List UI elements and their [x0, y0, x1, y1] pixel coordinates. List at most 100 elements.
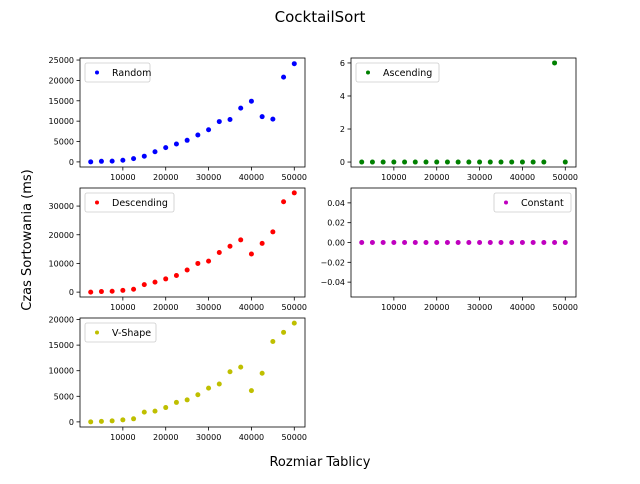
data-point	[434, 159, 440, 165]
data-point	[359, 240, 365, 245]
data-point	[184, 397, 190, 403]
data-point	[120, 287, 126, 293]
data-point	[109, 418, 115, 424]
y-tick-label: 0	[69, 418, 74, 427]
y-tick-label: 30000	[49, 202, 74, 211]
x-tick-label: 50000	[553, 173, 578, 182]
y-tick-label: 10000	[49, 259, 74, 268]
data-point	[120, 157, 126, 163]
data-point	[562, 240, 568, 245]
y-tick-label: 10000	[49, 117, 74, 126]
legend-marker	[95, 330, 99, 335]
data-point	[359, 159, 365, 165]
axes-frame	[79, 57, 306, 168]
data-point	[173, 141, 179, 147]
data-point	[402, 240, 408, 245]
legend: Ascending	[355, 62, 440, 83]
legend-box	[493, 192, 572, 213]
x-tick-label: 30000	[467, 173, 492, 182]
data-point	[291, 190, 297, 196]
legend-label: Descending	[112, 198, 168, 209]
data-point	[98, 158, 104, 164]
data-point	[141, 282, 147, 288]
data-point	[206, 258, 212, 264]
y-tick-label: −0.04	[320, 278, 345, 287]
data-point	[184, 267, 190, 273]
x-tick-label: 30000	[196, 433, 221, 442]
data-point	[152, 408, 158, 414]
y-tick-label: 0	[69, 158, 74, 167]
legend: V-Shape	[84, 322, 157, 343]
data-point	[455, 240, 461, 245]
data-point	[477, 159, 483, 165]
data-point	[391, 240, 397, 245]
x-tick-label: 50000	[282, 303, 307, 312]
x-tick-label: 20000	[153, 433, 178, 442]
data-point	[184, 137, 190, 143]
data-point	[291, 320, 297, 326]
axes-frame	[79, 187, 306, 298]
data-point	[195, 132, 201, 138]
data-point	[270, 116, 276, 122]
data-point	[412, 159, 418, 165]
data-point	[369, 159, 375, 165]
axes-frame	[79, 317, 306, 428]
data-point	[227, 369, 233, 375]
data-point	[423, 240, 429, 245]
data-point	[152, 149, 158, 155]
data-point	[238, 364, 244, 370]
data-point	[227, 243, 233, 249]
data-point	[259, 370, 265, 376]
data-point	[552, 240, 558, 245]
data-point	[270, 339, 276, 345]
data-point	[552, 60, 558, 66]
legend: Constant	[493, 192, 572, 213]
legend-marker	[95, 200, 99, 205]
data-point	[227, 117, 233, 123]
subplot-constant: 10000 20000 30000 40000 50000 −0.04 −0.02 0.00 0…	[320, 187, 578, 312]
data-point	[519, 240, 525, 245]
data-point	[487, 159, 493, 165]
x-tick-label: 10000	[381, 173, 406, 182]
x-tick-label: 40000	[510, 303, 535, 312]
data-point	[88, 419, 94, 425]
data-point	[120, 417, 126, 423]
y-tick-label: 25000	[49, 56, 74, 65]
data-point	[238, 105, 244, 111]
x-tick-label: 50000	[282, 433, 307, 442]
legend-label: V-Shape	[112, 328, 151, 339]
y-tick-label: 0	[340, 158, 345, 167]
x-tick-label: 50000	[282, 173, 307, 182]
legend-label: Ascending	[383, 68, 432, 79]
y-tick-label: 15000	[49, 97, 74, 106]
subplot-descending: 10000 20000 30000 40000 50000 0 10000 20000 3000…	[49, 187, 307, 312]
y-tick-label: 5000	[54, 392, 74, 401]
data-point	[216, 119, 222, 125]
data-point	[444, 240, 450, 245]
legend: Descending	[84, 192, 175, 213]
data-point	[509, 240, 515, 245]
data-point	[259, 114, 265, 120]
x-tick-label: 20000	[424, 303, 449, 312]
x-tick-label: 10000	[110, 303, 135, 312]
data-point	[163, 405, 169, 411]
data-point	[88, 289, 94, 295]
legend-box	[84, 322, 157, 343]
data-point	[270, 229, 276, 235]
data-point	[530, 159, 536, 165]
x-tick-label: 40000	[510, 173, 535, 182]
data-point	[98, 289, 104, 295]
data-point	[98, 418, 104, 424]
legend-label: Constant	[521, 198, 564, 209]
data-point	[509, 159, 515, 165]
data-point	[391, 159, 397, 165]
x-tick-label: 30000	[196, 303, 221, 312]
data-point	[259, 240, 265, 246]
data-point	[487, 240, 493, 245]
data-point	[380, 159, 386, 165]
x-tick-label: 20000	[153, 303, 178, 312]
data-point	[248, 251, 254, 257]
y-tick-label: 0.02	[327, 219, 345, 228]
y-tick-label: 0.00	[327, 239, 345, 248]
